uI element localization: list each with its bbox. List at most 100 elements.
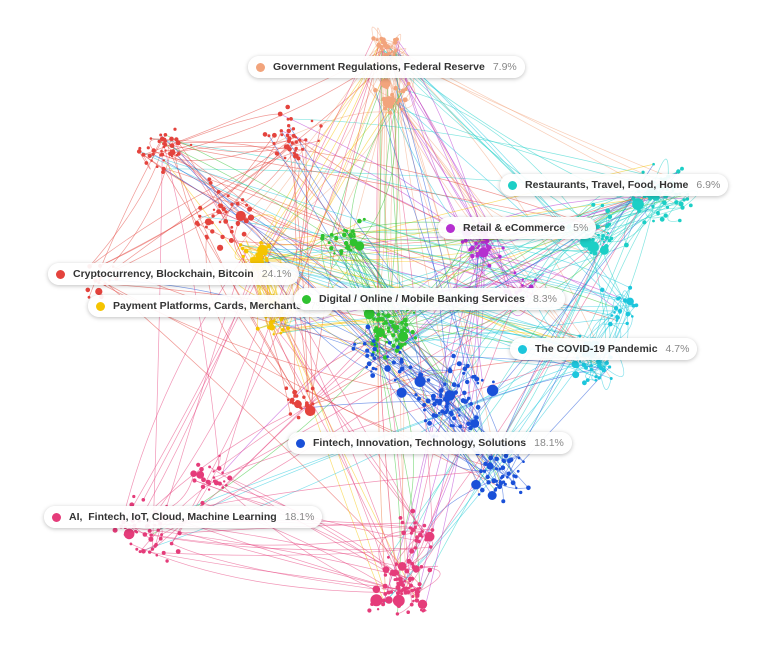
node (410, 508, 416, 514)
cluster-label[interactable]: Restaurants, Travel, Food, Home 6.9% (500, 174, 729, 196)
node (417, 599, 428, 609)
cluster-label[interactable]: Payment Platforms, Cards, Merchants7% (88, 295, 334, 317)
cluster-label[interactable]: Fintech, Innovation, Technology, Solutio… (288, 432, 572, 454)
edge (384, 336, 529, 489)
node (414, 538, 419, 543)
node (374, 367, 378, 371)
node (462, 366, 468, 372)
node (613, 311, 616, 314)
node (501, 499, 506, 504)
node (372, 585, 381, 594)
node (495, 483, 499, 487)
node (521, 278, 524, 281)
node (294, 400, 302, 409)
node (508, 457, 514, 463)
node (212, 208, 216, 211)
node (310, 386, 315, 391)
node (443, 396, 447, 400)
cluster-label[interactable]: Retail & eCommerce 5% (438, 217, 597, 239)
cluster-label[interactable]: Digital / Online / Mobile Banking Servic… (294, 288, 565, 310)
node (597, 233, 600, 237)
node (443, 382, 447, 386)
node (430, 393, 436, 399)
edge (89, 139, 165, 267)
node (280, 328, 284, 332)
node (487, 245, 492, 250)
node (200, 500, 205, 506)
node (286, 128, 291, 133)
node (482, 469, 487, 473)
cluster-label[interactable]: Cryptocurrency, Blockchain, Bitcoin 24.1% (48, 263, 300, 285)
node (160, 152, 165, 157)
node (403, 590, 408, 595)
node (272, 333, 275, 336)
node (160, 149, 163, 153)
node (174, 137, 179, 142)
node (207, 488, 211, 491)
node (396, 591, 400, 596)
node (418, 372, 424, 378)
node (375, 38, 379, 42)
node (447, 368, 453, 374)
cluster-dot (296, 438, 305, 448)
node (534, 278, 537, 282)
edge (367, 326, 456, 393)
node (287, 398, 290, 402)
node (589, 367, 594, 372)
cluster-name: Fintech, Innovation, Technology, Solutio… (313, 437, 527, 449)
node (602, 240, 605, 243)
cluster-label[interactable]: The COVID-19 Pandemic 4.7% (510, 338, 698, 360)
edge (163, 546, 431, 556)
node (426, 378, 431, 382)
node (156, 528, 160, 532)
node (204, 234, 208, 238)
node (503, 453, 509, 459)
node (170, 154, 174, 158)
node (487, 263, 492, 268)
node (476, 381, 480, 385)
node (413, 336, 418, 340)
node (521, 284, 524, 287)
node (267, 134, 271, 138)
node (410, 561, 415, 566)
node (329, 232, 334, 237)
node (149, 137, 153, 140)
node (287, 124, 291, 128)
node (218, 454, 221, 457)
node (626, 297, 634, 306)
cluster-name: AI, Fintech, IoT, Cloud, Machine Learnin… (69, 511, 277, 523)
node (501, 480, 506, 484)
node (205, 479, 211, 485)
node (398, 331, 409, 342)
cluster-label[interactable]: Government Regulations, Federal Reserve 7… (248, 56, 525, 78)
node (394, 325, 400, 330)
node (458, 424, 463, 429)
node (379, 36, 384, 41)
node (651, 204, 655, 209)
node (397, 98, 402, 103)
node (241, 231, 247, 237)
node (412, 565, 420, 573)
cluster-share: 18.1% (534, 437, 564, 449)
node (395, 571, 399, 575)
node (485, 474, 490, 480)
node (221, 471, 224, 475)
node (421, 530, 424, 533)
node (157, 139, 161, 144)
node (372, 356, 377, 360)
node (211, 214, 215, 218)
node (460, 240, 465, 244)
node (513, 271, 517, 275)
node (372, 317, 376, 321)
node (385, 340, 389, 344)
node (397, 582, 402, 587)
node (394, 330, 398, 334)
node (601, 234, 605, 238)
node (399, 578, 402, 582)
node (138, 550, 142, 554)
node (398, 90, 401, 94)
cluster-label[interactable]: AI, Fintech, IoT, Cloud, Machine Learnin… (44, 506, 323, 528)
node (217, 244, 224, 251)
node (343, 240, 349, 246)
edge (172, 145, 290, 154)
